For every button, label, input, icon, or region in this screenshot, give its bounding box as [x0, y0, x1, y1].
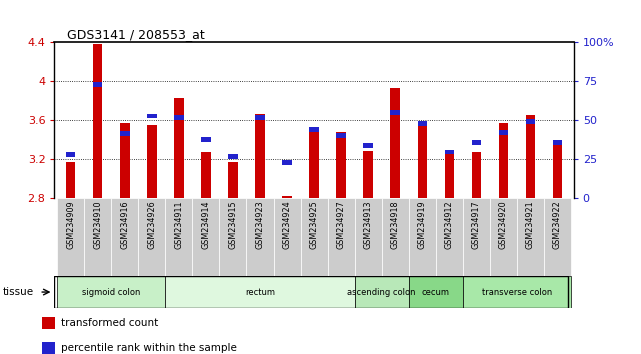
Bar [42, 342, 54, 354]
Text: GSM234913: GSM234913 [363, 201, 372, 249]
Bar [310, 127, 319, 132]
Bar [363, 150, 373, 198]
Bar [417, 126, 427, 198]
Bar [165, 276, 354, 308]
Text: ascending colon: ascending colon [347, 287, 416, 297]
Bar [84, 198, 112, 276]
Bar [553, 140, 562, 145]
Bar [544, 198, 571, 276]
Bar [436, 198, 463, 276]
Text: GSM234915: GSM234915 [228, 201, 237, 249]
Text: transformed count: transformed count [62, 318, 158, 328]
Bar [57, 198, 84, 276]
Bar [472, 140, 481, 145]
Bar [228, 162, 238, 198]
Bar [282, 196, 292, 198]
Bar [328, 198, 354, 276]
Bar [354, 198, 381, 276]
Bar [219, 198, 247, 276]
Bar [499, 130, 508, 135]
Bar [174, 98, 183, 198]
Text: transverse colon: transverse colon [482, 287, 552, 297]
Text: GSM234911: GSM234911 [174, 201, 183, 249]
Bar [147, 114, 156, 118]
Text: GSM234923: GSM234923 [256, 201, 265, 249]
Bar [472, 153, 481, 198]
Text: GSM234919: GSM234919 [418, 201, 427, 249]
Bar [247, 198, 274, 276]
Text: sigmoid colon: sigmoid colon [82, 287, 140, 297]
Bar [93, 82, 103, 87]
Text: GSM234914: GSM234914 [201, 201, 210, 249]
Bar [363, 143, 373, 148]
Bar [409, 198, 436, 276]
Text: rectum: rectum [245, 287, 275, 297]
Text: percentile rank within the sample: percentile rank within the sample [62, 343, 237, 353]
Bar [553, 143, 562, 198]
Bar [201, 137, 211, 142]
Bar [409, 276, 463, 308]
Text: GSM234927: GSM234927 [337, 201, 345, 249]
Text: GSM234909: GSM234909 [66, 201, 75, 249]
Bar [192, 198, 219, 276]
Bar [66, 153, 76, 157]
Text: GDS3141 / 208553_at: GDS3141 / 208553_at [67, 28, 205, 41]
Text: GSM234922: GSM234922 [553, 201, 562, 249]
Bar [337, 132, 346, 198]
Bar [381, 198, 409, 276]
Text: GSM234925: GSM234925 [310, 201, 319, 249]
Bar [517, 198, 544, 276]
Bar [526, 119, 535, 124]
Text: GSM234910: GSM234910 [93, 201, 103, 249]
Bar [274, 198, 301, 276]
Bar [228, 154, 238, 159]
Bar [499, 123, 508, 198]
Bar [165, 198, 192, 276]
Bar [417, 121, 427, 126]
Bar [390, 88, 400, 198]
Text: tissue: tissue [3, 287, 34, 297]
Bar [282, 160, 292, 165]
Bar [112, 198, 138, 276]
Bar [354, 276, 409, 308]
Bar [120, 131, 129, 136]
Bar [526, 115, 535, 198]
Bar [463, 198, 490, 276]
Bar [201, 152, 211, 198]
Bar [255, 114, 265, 198]
Text: GSM234924: GSM234924 [283, 201, 292, 249]
Bar [147, 125, 156, 198]
Bar [66, 162, 76, 198]
Text: GSM234912: GSM234912 [445, 201, 454, 249]
Bar [337, 133, 346, 138]
Bar [463, 276, 571, 308]
Bar [120, 123, 129, 198]
Text: cecum: cecum [422, 287, 450, 297]
Text: GSM234918: GSM234918 [391, 201, 400, 249]
Text: GSM234926: GSM234926 [147, 201, 156, 249]
Bar [490, 198, 517, 276]
Bar [301, 198, 328, 276]
Text: GSM234916: GSM234916 [121, 201, 129, 249]
Bar [138, 198, 165, 276]
Bar [445, 150, 454, 198]
Bar [93, 45, 103, 198]
Text: GSM234920: GSM234920 [499, 201, 508, 249]
Bar [445, 150, 454, 154]
Bar [390, 110, 400, 115]
Bar [42, 317, 54, 329]
Bar [174, 115, 183, 120]
Bar [310, 132, 319, 198]
Text: GSM234917: GSM234917 [472, 201, 481, 249]
Bar [57, 276, 165, 308]
Text: GSM234921: GSM234921 [526, 201, 535, 249]
Bar [255, 115, 265, 120]
